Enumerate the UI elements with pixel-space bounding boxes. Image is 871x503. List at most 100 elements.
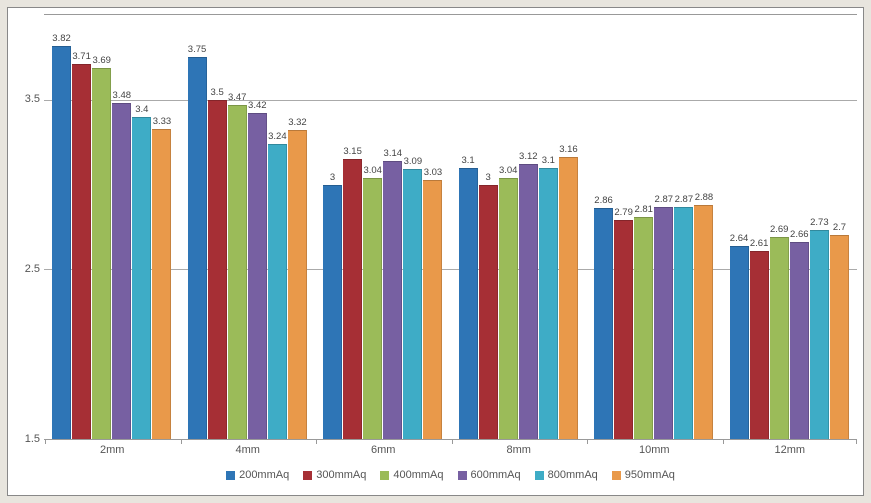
chart-region: 1.52.53.5 3.823.713.693.483.43.333.753.5… xyxy=(14,14,857,439)
bar-value-label: 3.47 xyxy=(228,92,247,103)
bar-value-label: 3.03 xyxy=(424,167,443,178)
bar-value-label: 2.79 xyxy=(614,207,633,218)
bar xyxy=(539,168,558,439)
bar-wrap: 2.64 xyxy=(730,15,749,439)
bar xyxy=(654,207,673,439)
bar xyxy=(730,246,749,439)
bar-wrap: 2.86 xyxy=(594,15,613,439)
bar xyxy=(750,251,769,439)
bar-value-label: 2.69 xyxy=(770,224,789,235)
bar-value-label: 3.32 xyxy=(288,117,307,128)
x-tick-label: 8mm xyxy=(451,440,587,461)
bar xyxy=(228,105,247,439)
x-tick-label: 4mm xyxy=(180,440,316,461)
bar-value-label: 3 xyxy=(485,172,490,183)
bar xyxy=(323,185,342,439)
bar-wrap: 3 xyxy=(479,15,498,439)
bar-value-label: 2.73 xyxy=(810,217,829,228)
bar-value-label: 3.69 xyxy=(92,55,111,66)
bar-wrap: 3.09 xyxy=(403,15,422,439)
bar-group: 2.862.792.812.872.872.88 xyxy=(586,15,722,439)
bar xyxy=(188,57,207,439)
y-tick-label: 3.5 xyxy=(25,93,40,105)
bar-wrap: 3.12 xyxy=(519,15,538,439)
bar-wrap: 3.1 xyxy=(459,15,478,439)
bar-value-label: 3 xyxy=(330,172,335,183)
bar-wrap: 3.4 xyxy=(132,15,151,439)
bar xyxy=(112,103,131,439)
legend-label: 950mmAq xyxy=(625,469,675,481)
bar xyxy=(152,129,171,439)
plot-area: 3.823.713.693.483.43.333.753.53.473.423.… xyxy=(44,14,857,439)
bar-value-label: 3.75 xyxy=(188,44,207,55)
bar-wrap: 3.04 xyxy=(363,15,382,439)
bar-value-label: 3.48 xyxy=(113,90,132,101)
chart-outer: 1.52.53.5 3.823.713.693.483.43.333.753.5… xyxy=(0,0,871,503)
bar xyxy=(383,161,402,439)
bar xyxy=(268,144,287,439)
bar-wrap: 3.71 xyxy=(72,15,91,439)
bar-value-label: 2.61 xyxy=(750,238,769,249)
bar xyxy=(830,235,849,439)
bar xyxy=(403,169,422,439)
legend-swatch xyxy=(612,471,621,480)
bar xyxy=(479,185,498,439)
bar xyxy=(634,217,653,439)
legend-label: 200mmAq xyxy=(239,469,289,481)
bar-wrap: 3.69 xyxy=(92,15,111,439)
bar xyxy=(614,220,633,439)
bar-value-label: 2.86 xyxy=(594,195,613,206)
bar xyxy=(519,164,538,439)
bar-wrap: 3.03 xyxy=(423,15,442,439)
legend-item: 400mmAq xyxy=(380,469,443,481)
bar-value-label: 3.12 xyxy=(519,151,538,162)
bar-value-label: 3.04 xyxy=(363,165,382,176)
legend-item: 200mmAq xyxy=(226,469,289,481)
bar xyxy=(674,207,693,439)
x-tick-label: 2mm xyxy=(44,440,180,461)
bar-wrap: 2.61 xyxy=(750,15,769,439)
bar-value-label: 2.81 xyxy=(634,204,653,215)
bar-wrap: 2.87 xyxy=(674,15,693,439)
bar-wrap: 3.14 xyxy=(383,15,402,439)
bar-value-label: 3.24 xyxy=(268,131,287,142)
bar-value-label: 3.4 xyxy=(135,104,148,115)
legend-swatch xyxy=(303,471,312,480)
bar-wrap: 3.04 xyxy=(499,15,518,439)
legend-item: 600mmAq xyxy=(458,469,521,481)
legend-label: 400mmAq xyxy=(393,469,443,481)
bar-value-label: 2.66 xyxy=(790,229,809,240)
legend-item: 300mmAq xyxy=(303,469,366,481)
bar xyxy=(92,68,111,439)
bar-value-label: 2.87 xyxy=(675,194,694,205)
bar-wrap: 2.88 xyxy=(694,15,713,439)
bar xyxy=(288,130,307,439)
x-tick-label: 10mm xyxy=(586,440,722,461)
bar-wrap: 2.69 xyxy=(770,15,789,439)
bar-value-label: 2.7 xyxy=(833,222,846,233)
bar xyxy=(694,205,713,439)
bar-value-label: 3.09 xyxy=(404,156,423,167)
bar-value-label: 3.82 xyxy=(52,33,71,44)
bar-wrap: 3.82 xyxy=(52,15,71,439)
bar-group: 3.823.713.693.483.43.33 xyxy=(44,15,180,439)
bar-groups: 3.823.713.693.483.43.333.753.53.473.423.… xyxy=(44,15,857,439)
bar-wrap: 3.48 xyxy=(112,15,131,439)
bar xyxy=(423,180,442,439)
bar-value-label: 3.14 xyxy=(384,148,403,159)
bar xyxy=(559,157,578,439)
bar-wrap: 2.87 xyxy=(654,15,673,439)
bar-value-label: 2.87 xyxy=(655,194,674,205)
legend-swatch xyxy=(380,471,389,480)
bar-wrap: 3.24 xyxy=(268,15,287,439)
bar xyxy=(594,208,613,439)
x-tick-label: 12mm xyxy=(722,440,858,461)
bar-wrap: 3.16 xyxy=(559,15,578,439)
bar xyxy=(52,46,71,439)
legend-label: 800mmAq xyxy=(548,469,598,481)
legend: 200mmAq 300mmAq 400mmAq 600mmAq 800mmAq 950mm… xyxy=(44,461,857,489)
bar xyxy=(72,64,91,439)
bar-wrap: 2.7 xyxy=(830,15,849,439)
bar xyxy=(459,168,478,439)
bar-wrap: 3 xyxy=(323,15,342,439)
